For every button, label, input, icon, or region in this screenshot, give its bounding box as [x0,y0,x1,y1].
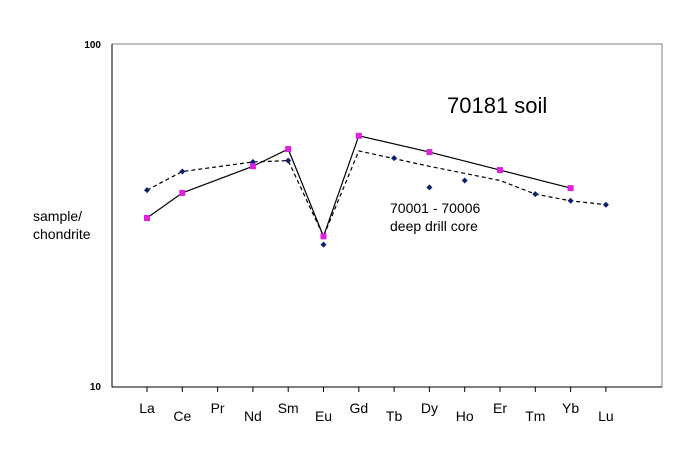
soil-point-er [497,167,503,174]
y-tick-label-top: 100 [84,40,101,51]
series-drill-core-line [146,150,606,238]
drill-core-point-yb [567,197,574,204]
annotation-drill-core-line-1: 70001 - 70006 [390,200,481,216]
drill-core-point-dy [426,184,433,191]
series-layer [144,132,609,248]
annotation-drill-core-line-2: deep drill core [390,218,478,234]
soil-point-nd [249,163,256,170]
drill-core-point-tb [391,155,398,162]
y-axis-label-line-2: chondrite [33,226,91,242]
soil-point-dy [426,149,433,156]
x-tick-label-er: Er [493,400,507,416]
drill-core-point-sm [285,157,292,164]
x-ticks: La Ce Pr Nd Sm Eu Gd Tb Dy Ho Er Tm Yb Lu [139,387,614,424]
x-tick-label-ho: Ho [456,408,474,424]
annotation-soil-label: 70181 soil [447,93,547,118]
plot-frame [111,43,663,388]
drill-core-point-ce [179,168,186,175]
drill-core-point-eu [320,241,327,248]
x-tick-label-dy: Dy [421,400,438,416]
soil-point-la [144,214,150,221]
x-tick-label-tm: Tm [525,408,545,424]
x-tick-label-tb: Tb [386,408,403,424]
x-tick-label-yb: Yb [562,400,579,416]
x-tick-label-pr: Pr [211,400,225,416]
drill-core-point-lu [602,201,609,208]
soil-point-eu [320,233,327,240]
x-tick-label-nd: Nd [244,408,262,424]
soil-point-ce [179,189,186,196]
soil-point-sm [285,146,292,153]
soil-point-gd [355,132,362,139]
x-tick-label-la: La [139,400,155,416]
drill-core-point-tm [532,191,539,198]
y-tick-label-bottom: 10 [90,382,102,393]
x-tick-label-ce: Ce [173,408,191,424]
soil-point-yb [567,185,574,192]
x-tick-label-sm: Sm [278,400,299,416]
x-tick-label-lu: Lu [598,408,614,424]
y-axis-label-line-1: sample/ [33,208,82,224]
drill-core-point-la [144,187,150,194]
x-tick-label-eu: Eu [315,408,332,424]
x-tick-label-gd: Gd [349,400,368,416]
drill-core-point-ho [461,177,468,184]
